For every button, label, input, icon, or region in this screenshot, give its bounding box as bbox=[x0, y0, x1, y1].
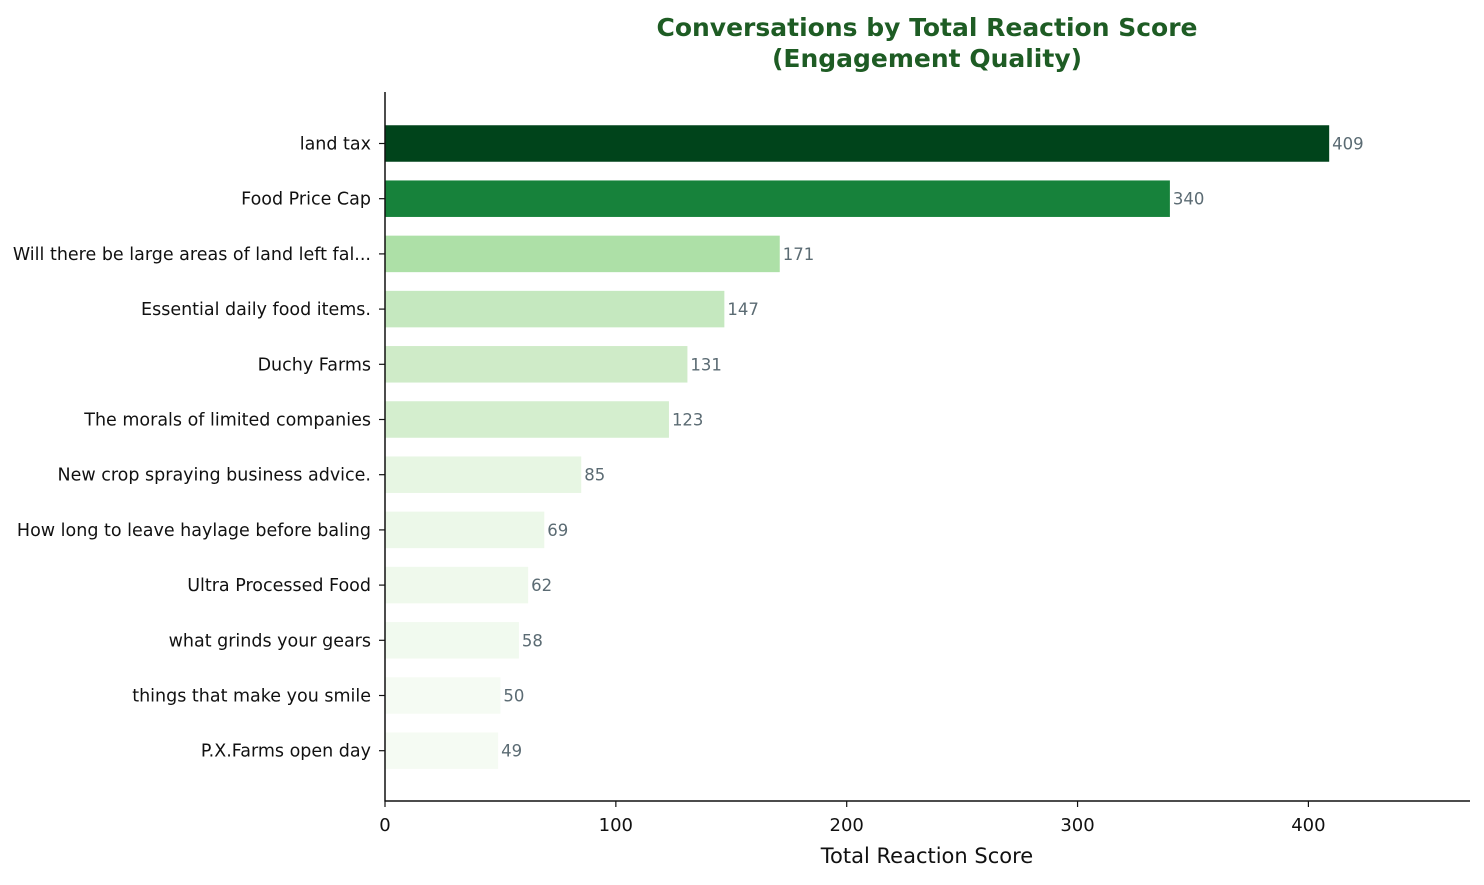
value-labels-group: 409 340 171 147 131 123 85 69 62 58 50 49 bbox=[501, 135, 1364, 761]
bar bbox=[385, 346, 688, 383]
chart-subtitle: (Engagement Quality) bbox=[772, 44, 1082, 73]
bar bbox=[385, 732, 499, 769]
x-tick-label: 0 bbox=[379, 815, 390, 836]
x-tick-label: 400 bbox=[1291, 815, 1325, 836]
bar bbox=[385, 290, 725, 328]
y-tick-label: Ultra Processed Food bbox=[187, 576, 371, 596]
y-tick-label: New crop spraying business advice. bbox=[57, 466, 371, 486]
y-tick-label: land tax bbox=[300, 135, 371, 155]
chart-title: Conversations by Total Reaction Score bbox=[656, 13, 1197, 42]
y-tick-label: The morals of limited companies bbox=[83, 411, 371, 431]
bar-value-label: 171 bbox=[783, 245, 815, 264]
y-tick-label: what grinds your gears bbox=[169, 631, 371, 651]
bar bbox=[385, 677, 501, 714]
bar bbox=[385, 622, 519, 659]
y-tick-label: Will there be large areas of land left f… bbox=[13, 245, 371, 265]
bar-value-label: 50 bbox=[503, 687, 524, 706]
bar-value-label: 123 bbox=[672, 411, 704, 430]
y-tick-label: Essential daily food items. bbox=[141, 300, 371, 320]
bar bbox=[385, 235, 780, 273]
bar-value-label: 147 bbox=[727, 300, 759, 319]
y-tick-label: things that make you smile bbox=[132, 687, 371, 707]
y-tick-label: How long to leave haylage before baling bbox=[17, 521, 371, 541]
bar-value-label: 409 bbox=[1332, 135, 1364, 154]
bar bbox=[385, 566, 529, 604]
bar-value-label: 62 bbox=[531, 576, 552, 595]
x-tick-label: 300 bbox=[1060, 815, 1094, 836]
y-tick-label: Duchy Farms bbox=[258, 355, 371, 375]
y-tick-label: Food Price Cap bbox=[241, 190, 371, 210]
x-tick-label: 100 bbox=[599, 815, 633, 836]
bar-value-label: 340 bbox=[1173, 190, 1205, 209]
bar-value-label: 69 bbox=[547, 521, 568, 540]
x-axis: 0 100 200 300 400 bbox=[379, 800, 1470, 836]
x-axis-label: Total Reaction Score bbox=[820, 844, 1033, 868]
bar-value-label: 131 bbox=[690, 355, 722, 374]
bar bbox=[385, 456, 582, 493]
y-tick-label: P.X.Farms open day bbox=[201, 742, 371, 762]
bar-value-label: 58 bbox=[522, 631, 543, 650]
bars-group bbox=[385, 125, 1330, 769]
bar-value-label: 85 bbox=[584, 466, 605, 485]
bar bbox=[385, 180, 1170, 217]
bar bbox=[385, 125, 1330, 162]
bar bbox=[385, 511, 545, 549]
x-tick-label: 200 bbox=[830, 815, 864, 836]
bar-value-label: 49 bbox=[501, 742, 522, 761]
y-axis: land tax Food Price Cap Will there be larg… bbox=[13, 92, 386, 802]
bar bbox=[385, 401, 669, 438]
